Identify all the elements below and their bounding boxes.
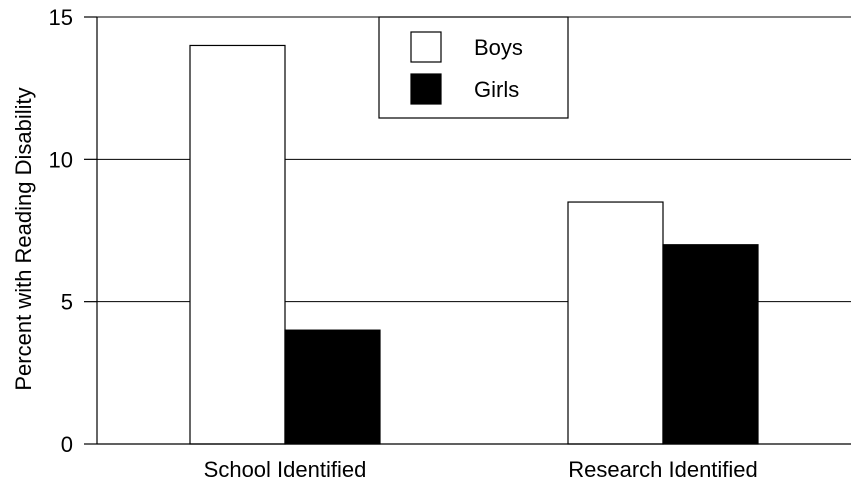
y-tick-label: 10 [49,147,73,172]
x-tick-labels: School Identified Research Identified [204,457,758,482]
legend-label-boys: Boys [474,35,523,60]
bar-boys-0 [189,44,286,445]
y-tick-label: 0 [61,432,73,457]
axes [96,17,851,445]
legend-swatch-boys [410,31,442,63]
bar-girls-0 [284,329,381,445]
x-tick-label: School Identified [204,457,367,482]
x-tick-label: Research Identified [568,457,758,482]
bars [189,44,759,445]
bar-girls-1 [662,244,759,445]
legend-box [378,16,569,119]
y-tick-label: 15 [49,5,73,30]
legend-label-girls: Girls [474,77,519,102]
bar-boys-1 [567,201,664,445]
y-tick-label: 5 [61,290,73,315]
legend: Boys Girls [378,16,569,119]
y-axis-label: Percent with Reading Disability [11,87,36,390]
y-tick-labels: 0 5 10 15 [49,5,73,457]
legend-swatch-girls [410,73,442,105]
